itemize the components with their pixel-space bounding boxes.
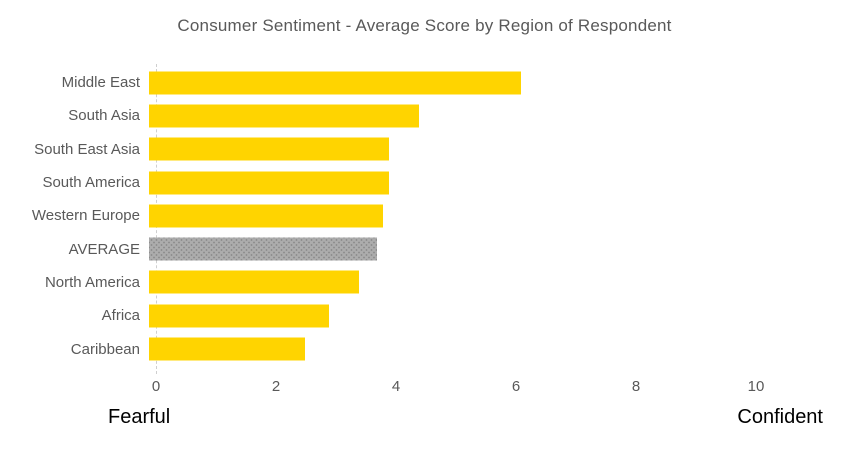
category-label: South Asia (68, 107, 140, 125)
bar-track (148, 332, 748, 365)
bar-row: South East Asia (0, 133, 849, 166)
category-label: Western Europe (31, 207, 140, 225)
bar-row: Caribbean (0, 332, 849, 365)
data-bar (149, 337, 305, 361)
category-label: AVERAGE (68, 240, 140, 258)
x-axis-label-confident: Confident (737, 406, 823, 428)
bar-row: South Asia (0, 99, 849, 132)
data-bar (149, 104, 419, 128)
data-bar (149, 204, 383, 228)
bar-track (148, 299, 748, 332)
bar-row: North America (0, 266, 849, 299)
x-tick-label: 0 (151, 378, 161, 395)
bar-row: Middle East (0, 66, 849, 99)
category-label: Africa (101, 307, 140, 325)
x-axis-ticks: 0 2 4 6 8 10 (152, 378, 776, 398)
data-bar (149, 137, 389, 161)
category-label: Caribbean (70, 340, 140, 358)
bar-track (148, 66, 748, 99)
x-axis-label-fearful: Fearful (108, 406, 171, 428)
average-bar (149, 237, 377, 261)
bar-row: AVERAGE (0, 232, 849, 265)
category-label: North America (44, 273, 140, 291)
bar-track (148, 199, 748, 232)
bar-track (148, 232, 748, 265)
chart-title: Consumer Sentiment - Average Score by Re… (177, 16, 672, 35)
bar-track (148, 266, 748, 299)
x-tick-label: 6 (511, 378, 521, 395)
bar-row: South America (0, 166, 849, 199)
data-bar (149, 304, 329, 328)
category-label: Middle East (61, 74, 140, 92)
bar-rows-container: Middle East South Asia South East Asia Sout… (0, 66, 849, 366)
bar-track (148, 133, 748, 166)
bar-track (148, 99, 748, 132)
x-tick-label: 8 (631, 378, 641, 395)
bar-track (148, 166, 748, 199)
category-label: South East Asia (34, 140, 140, 158)
bar-row: Africa (0, 299, 849, 332)
data-bar (149, 71, 521, 95)
category-label: South America (42, 174, 140, 192)
x-tick-label: 10 (747, 378, 765, 395)
x-tick-label: 4 (391, 378, 401, 395)
data-bar (149, 171, 389, 195)
bar-row: Western Europe (0, 199, 849, 232)
data-bar (149, 270, 359, 294)
x-tick-label: 2 (271, 378, 281, 395)
